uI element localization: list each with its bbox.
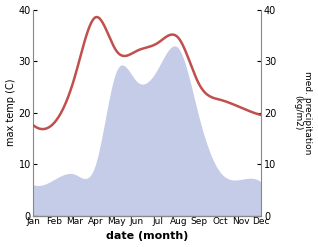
Y-axis label: med. precipitation
(kg/m2): med. precipitation (kg/m2) (293, 71, 313, 154)
X-axis label: date (month): date (month) (106, 231, 189, 242)
Y-axis label: max temp (C): max temp (C) (5, 79, 16, 146)
